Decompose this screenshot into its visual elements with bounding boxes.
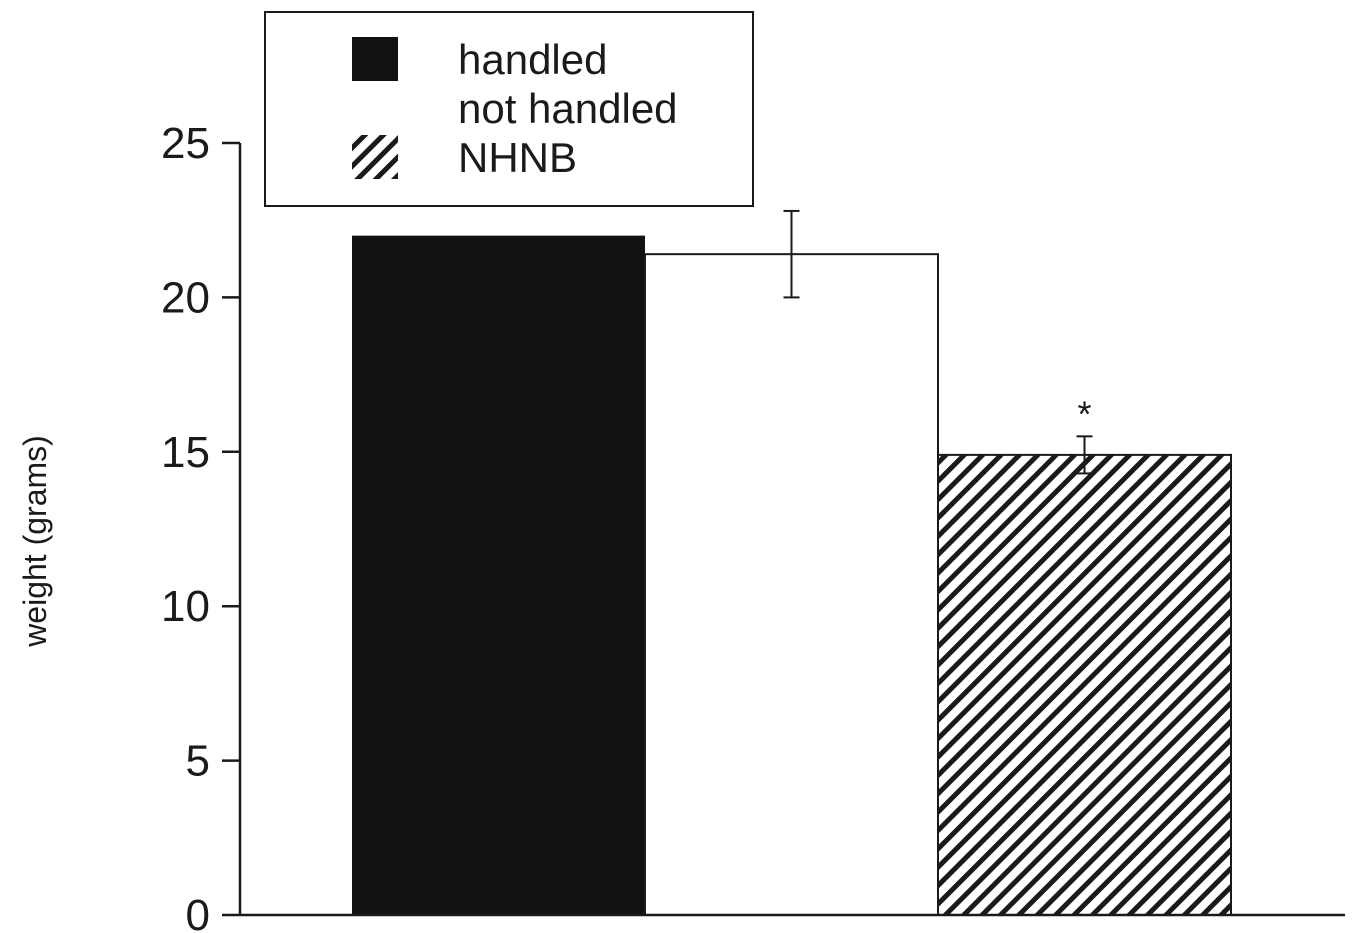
y-tick-label-25: 25 xyxy=(161,119,210,168)
legend-label-handled: handled xyxy=(458,36,607,83)
y-tick-label-5: 5 xyxy=(186,737,210,786)
axes: 0 5 10 15 20 25 weight (grams) xyxy=(17,119,1345,933)
legend-label-nhnb: NHNB xyxy=(458,134,577,181)
legend-entry-nhnb: NHNB xyxy=(352,134,577,181)
bars xyxy=(352,235,1232,916)
legend-swatch-not-handled xyxy=(352,86,398,130)
y-ticks: 0 5 10 15 20 25 xyxy=(161,119,240,933)
y-axis-title: weight (grams) xyxy=(17,435,53,648)
legend-entry-not-handled: not handled xyxy=(352,85,678,132)
legend-entry-handled: handled xyxy=(352,36,607,83)
legend-swatch-nhnb xyxy=(352,135,398,179)
y-tick-label-10: 10 xyxy=(161,582,210,631)
bar-nhnb xyxy=(937,453,1232,916)
legend-label-not-handled: not handled xyxy=(458,85,678,132)
annotations: * xyxy=(1077,393,1091,434)
annotation-nhnb: * xyxy=(1077,393,1091,434)
legend-swatch-handled xyxy=(352,37,398,81)
y-tick-label-15: 15 xyxy=(161,428,210,477)
error-bar-nhnb xyxy=(1076,435,1093,475)
legend: handled not handled NHNB xyxy=(264,11,754,207)
error-bar-not-handled xyxy=(783,209,800,299)
error-bars xyxy=(783,209,1093,475)
legend-box xyxy=(264,11,754,207)
bar-not-handled xyxy=(644,253,939,916)
y-tick-label-20: 20 xyxy=(161,273,210,322)
y-tick-label-0: 0 xyxy=(186,891,210,933)
bar-handled xyxy=(352,235,645,915)
